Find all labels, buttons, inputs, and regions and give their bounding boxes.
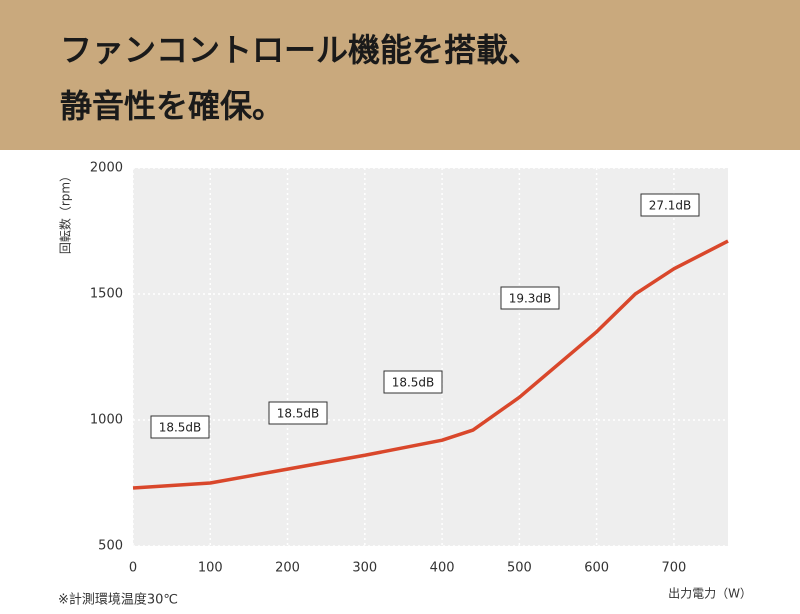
annotation: 18.5dB (392, 376, 435, 390)
y-tick-label: 1000 (90, 413, 123, 428)
x-tick-label: 200 (275, 561, 300, 576)
x-axis-label: 出力電力（W） (668, 587, 752, 601)
y-tick-label: 1500 (90, 287, 123, 302)
headline: 静音性を確保。 (60, 87, 284, 125)
annotation-box (268, 401, 328, 425)
x-tick-label: 0 (129, 561, 137, 576)
x-tick-label: 600 (584, 561, 609, 576)
y-tick-label: 500 (98, 539, 123, 554)
y-axis-label: 回転数（rpm） (58, 170, 73, 254)
banner (0, 0, 800, 150)
y-tick-label: 2000 (90, 161, 123, 176)
headline: ファンコントロール機能を搭載、 (60, 31, 540, 69)
annotation-box (150, 415, 210, 439)
annotation: 18.5dB (277, 407, 320, 421)
x-tick-label: 500 (507, 561, 532, 576)
annotation-box (640, 193, 700, 217)
x-tick-label: 700 (661, 561, 686, 576)
annotation: 18.5dB (159, 421, 202, 435)
x-tick-label: 300 (352, 561, 377, 576)
annotation: 19.3dB (509, 292, 552, 306)
annotation: 27.1dB (649, 199, 692, 213)
annotation-box (500, 286, 560, 310)
note: ※計測環境温度30℃ (58, 592, 178, 608)
x-tick-label: 400 (430, 561, 455, 576)
line-series (132, 239, 729, 490)
plot-area (133, 168, 728, 546)
x-tick-label: 100 (198, 561, 223, 576)
annotation-box (383, 370, 443, 394)
